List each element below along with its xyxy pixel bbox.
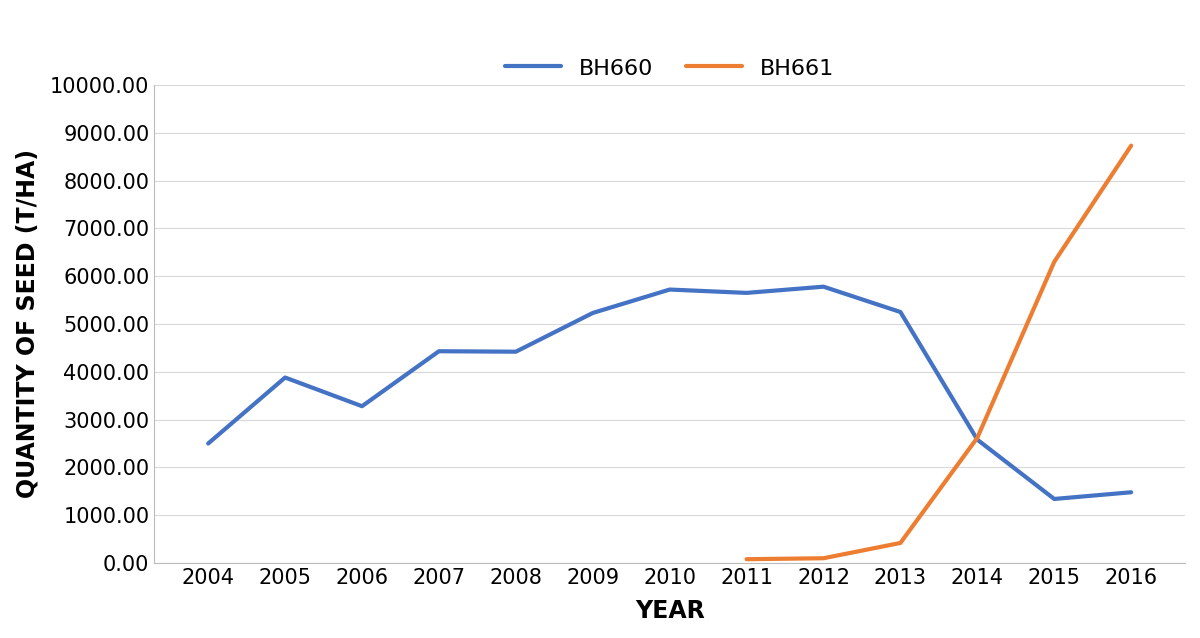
- BH661: [739, 555, 754, 563]
- BH661: [970, 434, 984, 441]
- BH660: [432, 348, 446, 355]
- X-axis label: YEAR: YEAR: [635, 599, 704, 623]
- BH660: [278, 374, 293, 382]
- BH661: [816, 554, 830, 562]
- BH661: [893, 539, 907, 547]
- BH660: [355, 403, 370, 410]
- BH660: [1048, 495, 1062, 503]
- BH660: [970, 436, 984, 443]
- BH660: [662, 286, 677, 293]
- BH660: [893, 308, 907, 316]
- BH660: [509, 348, 523, 355]
- BH660: [200, 440, 215, 447]
- BH660: [1124, 489, 1139, 496]
- BH660: [816, 283, 830, 290]
- BH661: [1124, 142, 1139, 149]
- Y-axis label: QUANTITY OF SEED (T/HA): QUANTITY OF SEED (T/HA): [16, 149, 40, 498]
- BH661: [1048, 258, 1062, 265]
- Line: BH661: BH661: [746, 145, 1132, 559]
- Legend: BH660, BH661: BH660, BH661: [497, 48, 842, 87]
- BH660: [739, 289, 754, 297]
- BH660: [586, 309, 600, 317]
- Line: BH660: BH660: [208, 286, 1132, 499]
